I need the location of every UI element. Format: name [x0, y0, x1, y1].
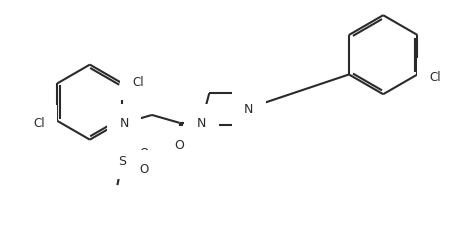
Text: S: S [118, 154, 127, 167]
Text: N: N [119, 117, 129, 130]
Text: N: N [244, 102, 254, 115]
Text: O: O [139, 162, 149, 175]
Text: N: N [197, 117, 206, 130]
Text: Cl: Cl [132, 76, 144, 88]
Text: Cl: Cl [429, 71, 441, 83]
Text: Cl: Cl [34, 117, 46, 130]
Text: O: O [175, 138, 184, 151]
Text: O: O [139, 146, 149, 159]
